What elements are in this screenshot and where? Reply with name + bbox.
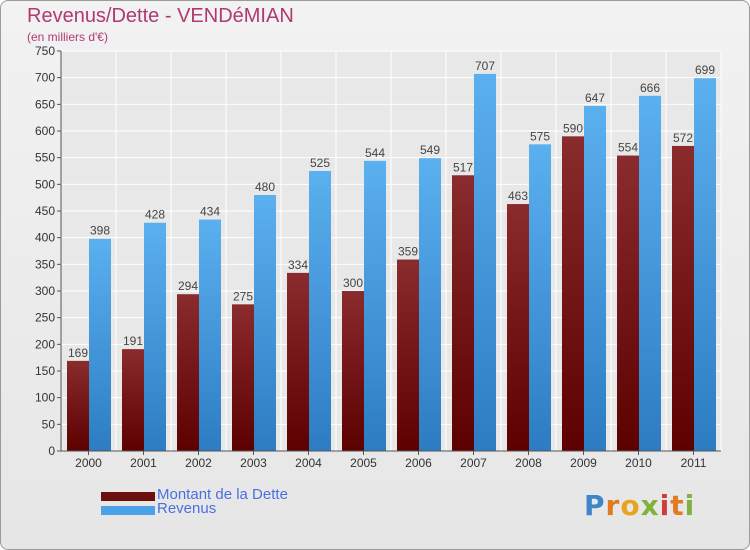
data-label-revenue: 666 xyxy=(640,81,660,95)
data-label-debt: 191 xyxy=(123,334,143,348)
data-label-debt: 517 xyxy=(453,160,473,174)
bar-debt xyxy=(397,259,419,451)
bar-debt xyxy=(342,291,364,451)
bar-revenue xyxy=(584,105,606,451)
bar-revenue xyxy=(309,171,331,451)
x-tick-label: 2006 xyxy=(405,456,432,470)
data-label-revenue: 525 xyxy=(310,156,330,170)
x-tick-label: 2011 xyxy=(681,456,707,470)
axes: 0 50 100 150 200 250 300 350 400 450 500 550 600 650 7… xyxy=(35,44,721,470)
data-label-revenue: 575 xyxy=(530,129,550,143)
y-tick-label: 500 xyxy=(35,177,55,191)
logo-letter: o xyxy=(620,489,641,522)
bar-debt xyxy=(177,294,199,451)
data-label-debt: 334 xyxy=(288,258,308,272)
x-tick-label: 2000 xyxy=(75,456,102,470)
bar-debt xyxy=(232,304,254,451)
x-tick-label: 2003 xyxy=(240,456,267,470)
x-tick-label: 2008 xyxy=(515,456,542,470)
data-label-revenue: 549 xyxy=(420,143,440,157)
data-label-revenue: 480 xyxy=(255,180,275,194)
bar-revenue xyxy=(364,160,386,451)
bar-revenue xyxy=(419,158,441,451)
x-tick-label: 2002 xyxy=(185,456,212,470)
y-tick-label: 50 xyxy=(42,417,56,431)
y-tick-label: 600 xyxy=(35,124,55,138)
data-label-debt: 359 xyxy=(398,245,418,259)
data-label-debt: 300 xyxy=(343,276,363,290)
y-tick-label: 650 xyxy=(35,97,55,111)
y-tick-label: 150 xyxy=(35,364,55,378)
y-tick-label: 300 xyxy=(35,284,55,298)
y-tick-label: 100 xyxy=(35,391,55,405)
data-label-revenue: 428 xyxy=(145,208,165,222)
bars xyxy=(67,73,716,452)
logo-letter: x xyxy=(640,489,660,522)
data-label-revenue: 699 xyxy=(695,63,715,77)
x-tick-label: 2001 xyxy=(130,456,157,470)
legend-swatch-debt xyxy=(101,492,155,501)
data-label-revenue: 707 xyxy=(475,59,495,73)
logo-letter: t xyxy=(670,489,685,522)
data-label-debt: 590 xyxy=(563,121,583,135)
x-tick-label: 2007 xyxy=(460,456,487,470)
data-label-debt: 554 xyxy=(618,141,638,155)
y-tick-label: 200 xyxy=(35,337,55,351)
bar-revenue xyxy=(89,238,111,451)
data-label-debt: 294 xyxy=(178,279,198,293)
bar-revenue xyxy=(144,222,166,451)
y-tick-label: 350 xyxy=(35,257,55,271)
legend-swatch-revenue xyxy=(101,506,155,515)
data-label-revenue: 647 xyxy=(585,91,605,105)
logo-letter: P xyxy=(584,489,606,522)
bar-debt xyxy=(452,175,474,451)
bar-revenue xyxy=(529,144,551,452)
bar-debt xyxy=(287,272,309,451)
x-tick-label: 2005 xyxy=(350,456,377,470)
legend-label-debt: Montant de la Dette xyxy=(157,486,288,503)
logo-letter: i xyxy=(659,489,671,522)
data-label-debt: 572 xyxy=(673,131,693,145)
bar-debt xyxy=(617,155,639,452)
bar-debt xyxy=(67,360,89,451)
y-tick-label: 400 xyxy=(35,231,55,245)
data-label-revenue: 434 xyxy=(200,205,220,219)
data-label-revenue: 544 xyxy=(365,146,385,160)
bar-revenue xyxy=(474,73,496,451)
x-tick-label: 2004 xyxy=(295,456,322,470)
chart-subtitle: (en milliers d'€) xyxy=(27,30,108,44)
data-label-revenue: 398 xyxy=(90,224,110,238)
x-tick-label: 2009 xyxy=(570,456,597,470)
y-tick-label: 750 xyxy=(35,44,55,58)
logo-letter: r xyxy=(605,489,621,522)
data-label-debt: 463 xyxy=(508,189,528,203)
chart-title: Revenus/Dette - VENDéMIAN xyxy=(27,5,294,27)
bar-revenue xyxy=(694,78,716,451)
y-tick-label: 450 xyxy=(35,204,55,218)
bar-revenue xyxy=(639,95,661,452)
y-tick-label: 550 xyxy=(35,151,55,165)
bar-debt xyxy=(672,145,694,451)
data-labels: 169 398 191 428 294 434 275 480 334 525 300 544 359 5… xyxy=(68,59,715,360)
bar-debt xyxy=(122,349,144,451)
y-tick-label: 250 xyxy=(35,311,55,325)
data-label-debt: 275 xyxy=(233,289,253,303)
bar-revenue xyxy=(254,195,276,451)
y-tick-label: 700 xyxy=(35,71,55,85)
proxiti-logo: Proxiti xyxy=(584,489,695,522)
data-label-debt: 169 xyxy=(68,346,88,360)
bar-debt xyxy=(507,204,529,451)
x-tick-label: 2010 xyxy=(625,456,652,470)
bar-debt xyxy=(562,136,584,452)
logo-letter: i xyxy=(684,489,696,522)
y-tick-label: 0 xyxy=(48,444,55,458)
bar-revenue xyxy=(199,219,221,451)
legend-label-revenue: Revenus xyxy=(157,500,217,517)
